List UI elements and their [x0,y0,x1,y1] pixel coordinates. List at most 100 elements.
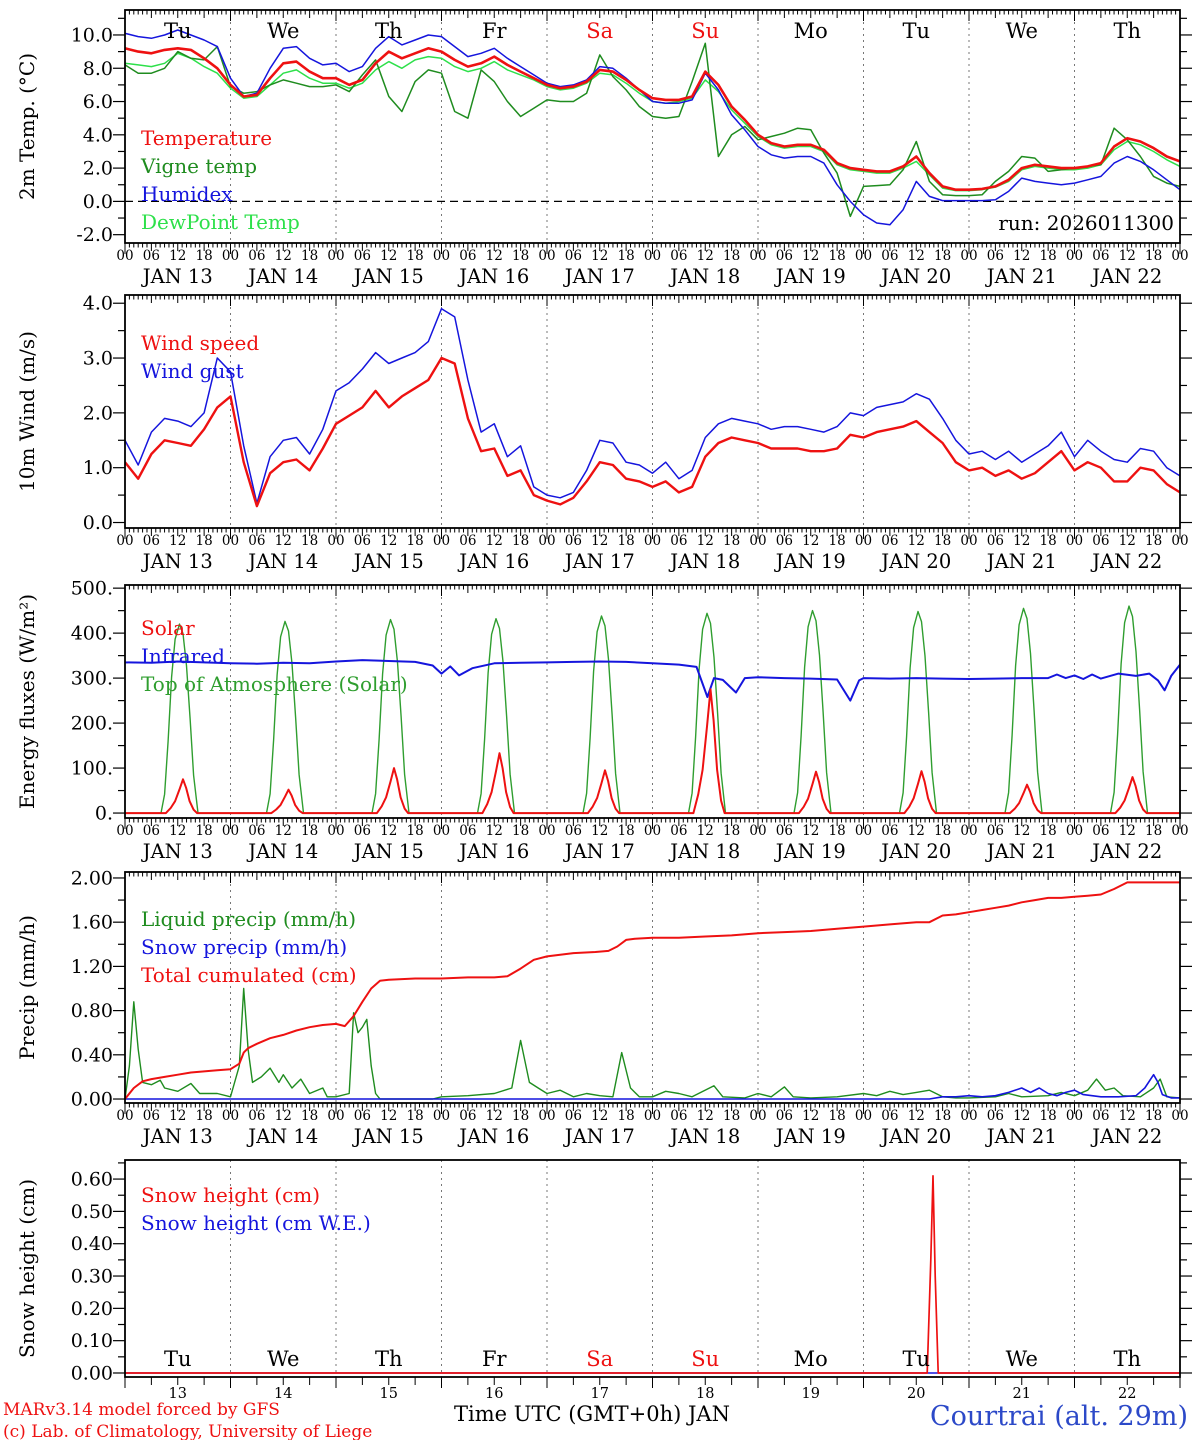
day-name: Su [691,19,719,43]
hour-label: 12 [275,823,292,839]
ytick-label: 1.60 [71,912,113,934]
legend-snow-1: Snow height (cm W.E.) [141,1211,371,1235]
hour-label: 12 [908,1108,925,1124]
date-label: JAN 14 [246,1125,318,1148]
date-label: JAN 19 [774,1125,846,1148]
hour-label: 06 [565,533,582,549]
legend-energy-0: Solar [141,616,195,640]
day-number: 19 [802,1386,820,1402]
date-label: JAN 20 [879,550,951,573]
date-label: JAN 22 [1090,840,1162,863]
station-label: Courtrai (alt. 29m) [930,1401,1188,1432]
legend-energy-1: Infrared [141,644,225,668]
hour-label: 00 [433,1108,450,1124]
day-name: Fr [482,1347,508,1371]
date-label: JAN 13 [141,840,213,863]
date-label: JAN 18 [668,550,740,573]
time-ticks [124,872,1181,1114]
hour-label: 06 [248,823,265,839]
hour-label: 00 [538,533,555,549]
hour-label: 18 [1145,1108,1162,1124]
ytick-label: 500. [71,578,113,600]
panel-precip: 0.00 0.40 0.80 1.20 1.60 2.00 Precip (mm/h) Liq… [15,867,1192,1148]
hour-label: 18 [829,1108,846,1124]
hour-label: 06 [143,1108,160,1124]
hour-label: 06 [459,823,476,839]
run-label: run: 2026011300 [998,211,1174,235]
day-name: Sa [586,19,613,43]
day-number: 14 [274,1386,292,1402]
hour-label: 06 [776,1108,793,1124]
date-label: JAN 17 [563,840,635,863]
day-name: Tu [902,1347,930,1371]
date-label: JAN 17 [563,1125,635,1148]
hour-label: 00 [644,533,661,549]
hour-label: 00 [644,248,661,264]
hour-label: 00 [855,533,872,549]
day-number: 15 [380,1386,398,1402]
time-ticks [124,10,1181,254]
hour-label: 18 [196,1108,213,1124]
hour-label: 12 [169,533,186,549]
hour-label: 00 [222,248,239,264]
hour-label: 00 [327,533,344,549]
ytick-label: 2.0 [83,158,113,180]
day-name: Tu [902,19,930,43]
hour-label: 12 [169,1108,186,1124]
panel-snow: 0.00 0.10 0.20 0.30 0.40 0.50 0.60 Snow height … [15,1159,1192,1402]
hour-label: 12 [908,823,925,839]
series-temperature [125,47,1180,191]
hour-label: 12 [380,823,397,839]
hour-label: 00 [116,823,133,839]
day-name: Su [691,1347,719,1371]
hour-label: 18 [934,1108,951,1124]
hour-label: 18 [829,533,846,549]
day-name: Tu [164,1347,192,1371]
hour-label: 12 [802,248,819,264]
hour-label: 06 [881,533,898,549]
hour-label: 12 [591,823,608,839]
day-name: We [267,1347,299,1371]
ytick-label: 0.00 [71,1089,113,1111]
axis-title-wind: 10m Wind (m/s) [15,331,39,492]
date-label: JAN 13 [141,265,213,288]
series-vigne-temp [125,42,1180,218]
day-name: We [267,19,299,43]
hour-label: 00 [327,823,344,839]
value-ticks [113,302,1192,524]
day-name: Th [375,1347,403,1371]
series-solar [125,688,1180,815]
hour-label: 06 [987,248,1004,264]
hour-label: 00 [433,248,450,264]
hour-label: 06 [143,533,160,549]
hour-label: 12 [697,823,714,839]
hour-label: 12 [380,248,397,264]
hour-label: 06 [1092,533,1109,549]
hour-label: 06 [565,1108,582,1124]
hour-label: 12 [802,533,819,549]
hour-label: 06 [1092,823,1109,839]
date-label: JAN 15 [352,1125,424,1148]
hour-label: 18 [407,823,424,839]
day-number: 13 [169,1386,187,1402]
date-label: JAN 13 [141,550,213,573]
day-name: Tu [164,19,192,43]
ytick-label: 400. [71,623,113,645]
hour-label: 18 [196,533,213,549]
time-ticks [124,295,1181,539]
hour-label: 12 [275,248,292,264]
hour-label: 00 [855,1108,872,1124]
series-group [125,605,1180,815]
date-label: JAN 22 [1090,265,1162,288]
hour-label: 06 [670,533,687,549]
date-label: JAN 19 [774,840,846,863]
hour-label: 06 [354,248,371,264]
day-number: 20 [907,1386,925,1402]
date-label: JAN 15 [352,265,424,288]
hour-label: 12 [486,248,503,264]
hour-label: 06 [1092,1108,1109,1124]
hour-label: 06 [776,823,793,839]
ytick-label: 1.20 [71,956,113,978]
hour-label: 00 [960,823,977,839]
